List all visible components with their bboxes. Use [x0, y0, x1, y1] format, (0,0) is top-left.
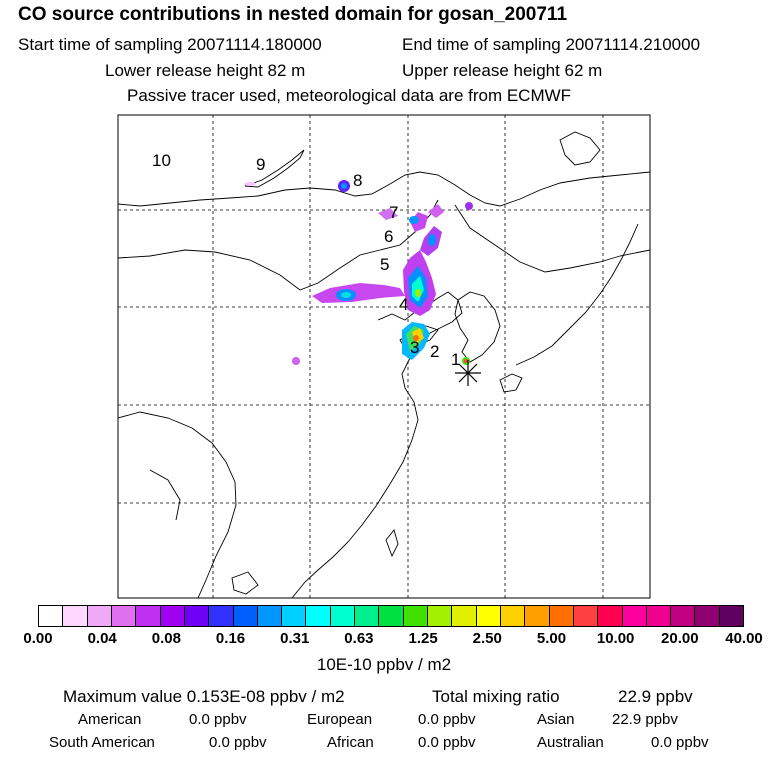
point-label: 7	[389, 203, 398, 222]
colorbar-segment	[597, 606, 622, 626]
colorbar-tick-label: 0.04	[87, 630, 117, 647]
colorbar-tick-label: 10.00	[596, 630, 635, 647]
point-labels: 1 2 3 4 5 6 7 8 9 10	[152, 151, 460, 369]
plume-layer	[244, 180, 473, 365]
colorbar-tick-label: 5.00	[536, 630, 567, 647]
colorbar-tick-label: 0.63	[344, 630, 374, 647]
lower-release-height: Lower release height 82 m	[105, 61, 306, 80]
colorbar-segment	[694, 606, 719, 626]
region-value: 0.0 ppbv	[189, 711, 247, 728]
region-name: Australian	[537, 734, 604, 751]
colorbar-unit: 10E-10 ppbv / m2	[316, 655, 452, 674]
colorbar-segment	[183, 606, 209, 626]
point-label: 1	[451, 350, 460, 369]
colorbar-segment	[39, 606, 63, 626]
colorbar-segment	[475, 606, 500, 626]
colorbar-tick-label: 1.25	[408, 630, 438, 647]
tracer-note: Passive tracer used, meteorological data…	[127, 86, 572, 105]
colorbar-tick-label: 20.00	[661, 630, 699, 647]
point-label: 4	[399, 295, 408, 314]
colorbar-segment	[256, 606, 282, 626]
region-name: African	[327, 734, 374, 751]
region-name: Asian	[537, 711, 575, 728]
region-name: European	[307, 711, 373, 728]
chart-title: CO source contributions in nested domain…	[18, 4, 568, 25]
colorbar-segment	[670, 606, 695, 626]
point-label: 3	[410, 338, 419, 357]
region-value: 22.9 ppbv	[612, 711, 678, 728]
colorbar-segment	[135, 606, 160, 626]
end-time-label: End time of sampling 20071114.210000	[402, 35, 701, 54]
colorbar-tick-label: 0.16	[215, 630, 246, 647]
colorbar-segment	[62, 606, 87, 626]
region-name: American	[78, 711, 142, 728]
colorbar-segment	[621, 606, 646, 626]
point-label: 2	[430, 342, 439, 361]
colorbar-tick-label: 0.31	[280, 630, 310, 647]
colorbar-segment	[281, 606, 306, 626]
colorbar-segment	[86, 606, 111, 626]
point-label: 9	[256, 155, 265, 174]
point-label: 6	[384, 227, 393, 246]
upper-release-height: Upper release height 62 m	[402, 61, 603, 80]
region-name: South American	[49, 734, 155, 751]
colorbar-segment	[402, 606, 427, 626]
colorbar-tick-label: 0.08	[151, 630, 181, 647]
region-value: 0.0 ppbv	[418, 734, 476, 751]
colorbar-segment	[208, 606, 233, 626]
colorbar-segment	[378, 606, 403, 626]
map-frame	[117, 114, 651, 599]
colorbar-tick-label: 40.00	[725, 630, 763, 647]
total-mixing-value: 22.9 ppbv	[618, 687, 693, 706]
region-value: 0.0 ppbv	[651, 734, 709, 751]
colorbar-tick-label: 2.50	[472, 630, 502, 647]
colorbar-segment	[232, 606, 257, 626]
asterisk-icon	[455, 360, 481, 386]
point-label: 10	[152, 151, 171, 170]
map-grid	[118, 115, 650, 598]
colorbar-segment	[354, 606, 379, 626]
colorbar-segment	[572, 606, 598, 626]
colorbar-segment	[110, 606, 136, 626]
region-value: 0.0 ppbv	[418, 711, 476, 728]
colorbar-segment	[548, 606, 573, 626]
colorbar-segment	[159, 606, 184, 626]
point-label: 5	[380, 255, 389, 274]
region-value: 0.0 ppbv	[209, 734, 267, 751]
colorbar-segment	[329, 606, 355, 626]
max-value: Maximum value 0.153E-08 ppbv / m2	[63, 687, 345, 706]
start-time-label: Start time of sampling 20071114.180000	[18, 35, 322, 54]
colorbar-segment	[499, 606, 525, 626]
colorbar-segment	[718, 606, 744, 626]
colorbar-segment	[645, 606, 671, 626]
total-mixing-label: Total mixing ratio	[432, 687, 560, 706]
coastlines	[118, 131, 650, 598]
colorbar-segment	[427, 606, 452, 626]
colorbar-segment	[305, 606, 330, 626]
point-label: 8	[353, 171, 362, 190]
colorbar-segment	[451, 606, 476, 626]
colorbar-segment	[524, 606, 549, 626]
colorbar-tick-label: 0.00	[23, 630, 53, 647]
colorbar	[38, 605, 744, 627]
